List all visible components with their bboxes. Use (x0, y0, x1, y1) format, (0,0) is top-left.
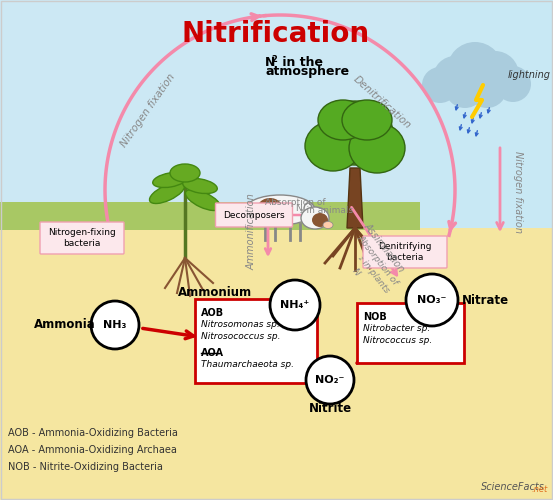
Text: NOB - Nitrite-Oxidizing Bacteria: NOB - Nitrite-Oxidizing Bacteria (8, 462, 163, 472)
Text: AOB - Ammonia-Oxidizing Bacteria: AOB - Ammonia-Oxidizing Bacteria (8, 428, 178, 438)
Text: NH₃: NH₃ (103, 320, 127, 330)
Text: Nitrogen-fixing
bacteria: Nitrogen-fixing bacteria (48, 228, 116, 248)
Text: atmosphere: atmosphere (265, 66, 349, 78)
Text: AOA - Ammonia-Oxidizing Archaea: AOA - Ammonia-Oxidizing Archaea (8, 445, 177, 455)
Circle shape (471, 51, 519, 99)
Ellipse shape (318, 100, 368, 140)
Ellipse shape (312, 213, 328, 227)
Circle shape (467, 68, 507, 108)
FancyBboxPatch shape (40, 222, 124, 254)
Text: in the: in the (278, 56, 323, 68)
Text: Absorption of: Absorption of (265, 198, 325, 207)
Text: Nitrification: Nitrification (182, 20, 370, 48)
Ellipse shape (323, 222, 333, 228)
Text: Ammonification: Ammonification (247, 194, 257, 270)
Text: Absorption of: Absorption of (355, 234, 399, 286)
Text: 2: 2 (271, 54, 277, 64)
Text: N: N (350, 266, 361, 278)
Text: Nitrate: Nitrate (462, 294, 509, 306)
Ellipse shape (305, 121, 361, 171)
Ellipse shape (304, 203, 312, 215)
Ellipse shape (170, 164, 200, 182)
Text: lightning: lightning (508, 70, 551, 80)
Ellipse shape (349, 123, 405, 173)
Text: Assimilation: Assimilation (362, 222, 406, 274)
Polygon shape (347, 168, 363, 228)
Text: Ammonium: Ammonium (178, 286, 252, 300)
FancyBboxPatch shape (216, 203, 293, 227)
Text: Nitrosomonas sp.: Nitrosomonas sp. (201, 320, 280, 329)
Text: ₂ in animals: ₂ in animals (300, 206, 353, 215)
FancyBboxPatch shape (195, 299, 317, 383)
Text: NO₃⁻: NO₃⁻ (418, 295, 447, 305)
Bar (420, 228, 553, 500)
Bar (0, 228, 420, 500)
Text: AOB: AOB (201, 308, 224, 318)
Circle shape (91, 301, 139, 349)
Circle shape (306, 356, 354, 404)
Ellipse shape (245, 195, 315, 225)
Text: NOB: NOB (363, 312, 387, 322)
Bar (420, 0, 553, 230)
Text: Thaumarchaeota sp.: Thaumarchaeota sp. (201, 360, 294, 369)
Text: Nitrococcus sp.: Nitrococcus sp. (363, 336, 432, 345)
Text: Nitrogen fixation: Nitrogen fixation (513, 151, 523, 233)
Ellipse shape (317, 101, 393, 165)
Ellipse shape (182, 178, 217, 194)
Text: Nitrogen fixation: Nitrogen fixation (119, 72, 177, 148)
Text: ₂ in plants: ₂ in plants (356, 254, 391, 294)
Circle shape (445, 68, 485, 108)
Circle shape (447, 42, 503, 98)
FancyBboxPatch shape (357, 303, 464, 363)
Circle shape (406, 274, 458, 326)
Circle shape (495, 66, 531, 102)
Text: Denitrification: Denitrification (351, 74, 413, 130)
Text: Nitrobacter sp.: Nitrobacter sp. (363, 324, 430, 333)
Ellipse shape (258, 198, 283, 218)
Text: Denitrifying
bacteria: Denitrifying bacteria (378, 242, 432, 262)
Text: Nitrite: Nitrite (309, 402, 352, 415)
Text: Ammonia: Ammonia (34, 318, 96, 332)
Text: Decomposers: Decomposers (223, 210, 285, 220)
Bar (0, 202, 420, 230)
Circle shape (270, 280, 320, 330)
Text: N: N (265, 56, 275, 68)
Bar (0, 0, 420, 210)
Text: .net: .net (532, 485, 548, 494)
Circle shape (433, 56, 477, 100)
Text: Nitrosococcus sp.: Nitrosococcus sp. (201, 332, 280, 341)
Text: NO₂⁻: NO₂⁻ (315, 375, 345, 385)
Text: AOA: AOA (201, 348, 224, 358)
Ellipse shape (185, 190, 221, 210)
Ellipse shape (149, 182, 185, 204)
FancyBboxPatch shape (363, 236, 447, 268)
Text: ScienceFacts: ScienceFacts (481, 482, 545, 492)
Text: N: N (295, 204, 302, 213)
Text: NH₄⁺: NH₄⁺ (280, 300, 310, 310)
Circle shape (422, 67, 458, 103)
Ellipse shape (342, 100, 392, 140)
Ellipse shape (153, 172, 187, 188)
Ellipse shape (301, 207, 329, 229)
